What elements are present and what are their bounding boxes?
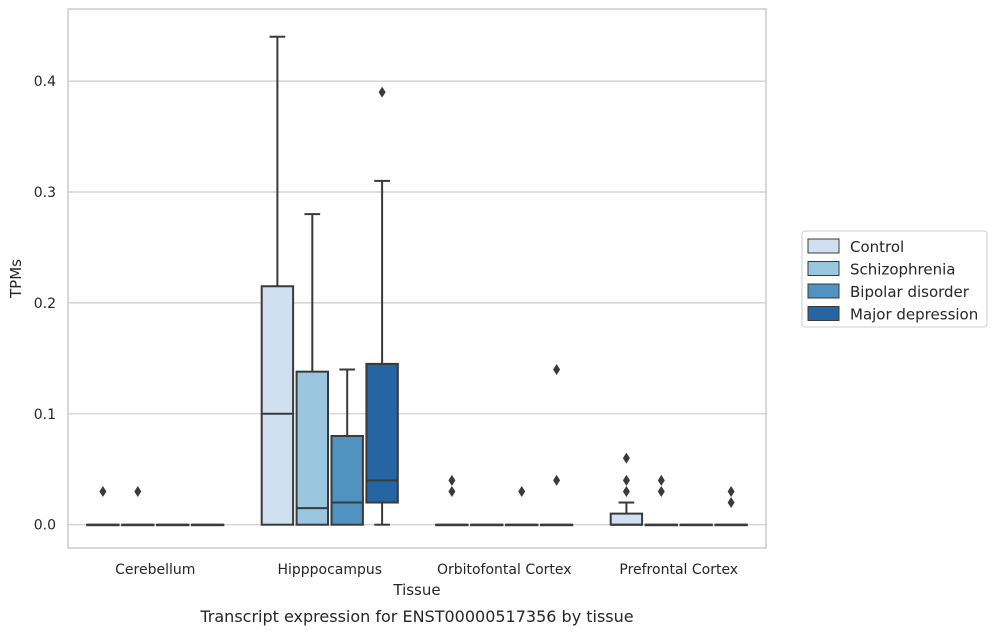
x-axis-label: Tissue — [392, 581, 440, 599]
outlier-point — [553, 363, 561, 375]
box — [330, 434, 364, 526]
outlier-point — [727, 485, 735, 497]
outlier-point — [448, 485, 456, 497]
legend-label: Schizophrenia — [850, 261, 955, 279]
series-control — [86, 35, 644, 527]
outlier-point — [134, 485, 142, 497]
legend-swatch — [807, 261, 840, 276]
outlier-point — [448, 474, 456, 486]
y-tick-label: 0.4 — [34, 74, 56, 90]
series-schizophrenia — [121, 213, 679, 527]
outlier-point — [727, 497, 735, 509]
outlier-point — [553, 474, 561, 486]
y-tick-label: 0.3 — [34, 185, 56, 201]
plot-frame — [67, 8, 767, 549]
outlier-point — [622, 485, 630, 497]
legend-frame — [801, 230, 988, 328]
x-tick-label: Orbitofontal Cortex — [437, 562, 572, 578]
series-major-depression — [190, 86, 748, 527]
x-tick-label: Cerebellum — [115, 562, 195, 578]
legend-label: Major depression — [850, 306, 978, 324]
box-series — [86, 35, 748, 527]
chart-caption: Transcript expression for ENST0000051735… — [199, 607, 633, 626]
legend-swatch — [807, 238, 840, 254]
box — [295, 370, 330, 526]
legend-swatch — [807, 306, 840, 321]
outlier-point — [657, 485, 665, 497]
box — [609, 512, 644, 526]
outlier-point — [622, 452, 630, 464]
outlier-point — [622, 474, 630, 486]
box — [260, 285, 295, 526]
legend-swatch — [807, 283, 840, 299]
series-bipolar-disorder — [155, 368, 713, 527]
outlier-point — [99, 485, 107, 497]
legend-label: Bipolar disorder — [850, 283, 970, 301]
y-tick-label: 0.2 — [34, 296, 56, 312]
gridlines — [68, 80, 766, 526]
legend-label: Control — [850, 238, 904, 256]
x-tick-labels: Cerebellum Hipppocampus Orbitofontal Corte… — [115, 562, 738, 578]
box — [365, 362, 399, 504]
y-tick-labels: 0.0 0.1 0.2 0.3 0.4 — [34, 74, 56, 534]
y-tick-label: 0.1 — [34, 407, 56, 423]
y-tick-label: 0.0 — [34, 518, 56, 534]
y-axis-label: TPMs — [7, 259, 25, 299]
outlier-point — [378, 86, 386, 98]
legend: Control Schizophrenia Bipolar disorder Majo… — [801, 230, 988, 328]
outlier-point — [657, 474, 665, 486]
x-tick-label: Prefrontal Cortex — [619, 562, 738, 578]
x-tick-label: Hipppocampus — [277, 562, 382, 578]
outlier-point — [518, 485, 526, 497]
